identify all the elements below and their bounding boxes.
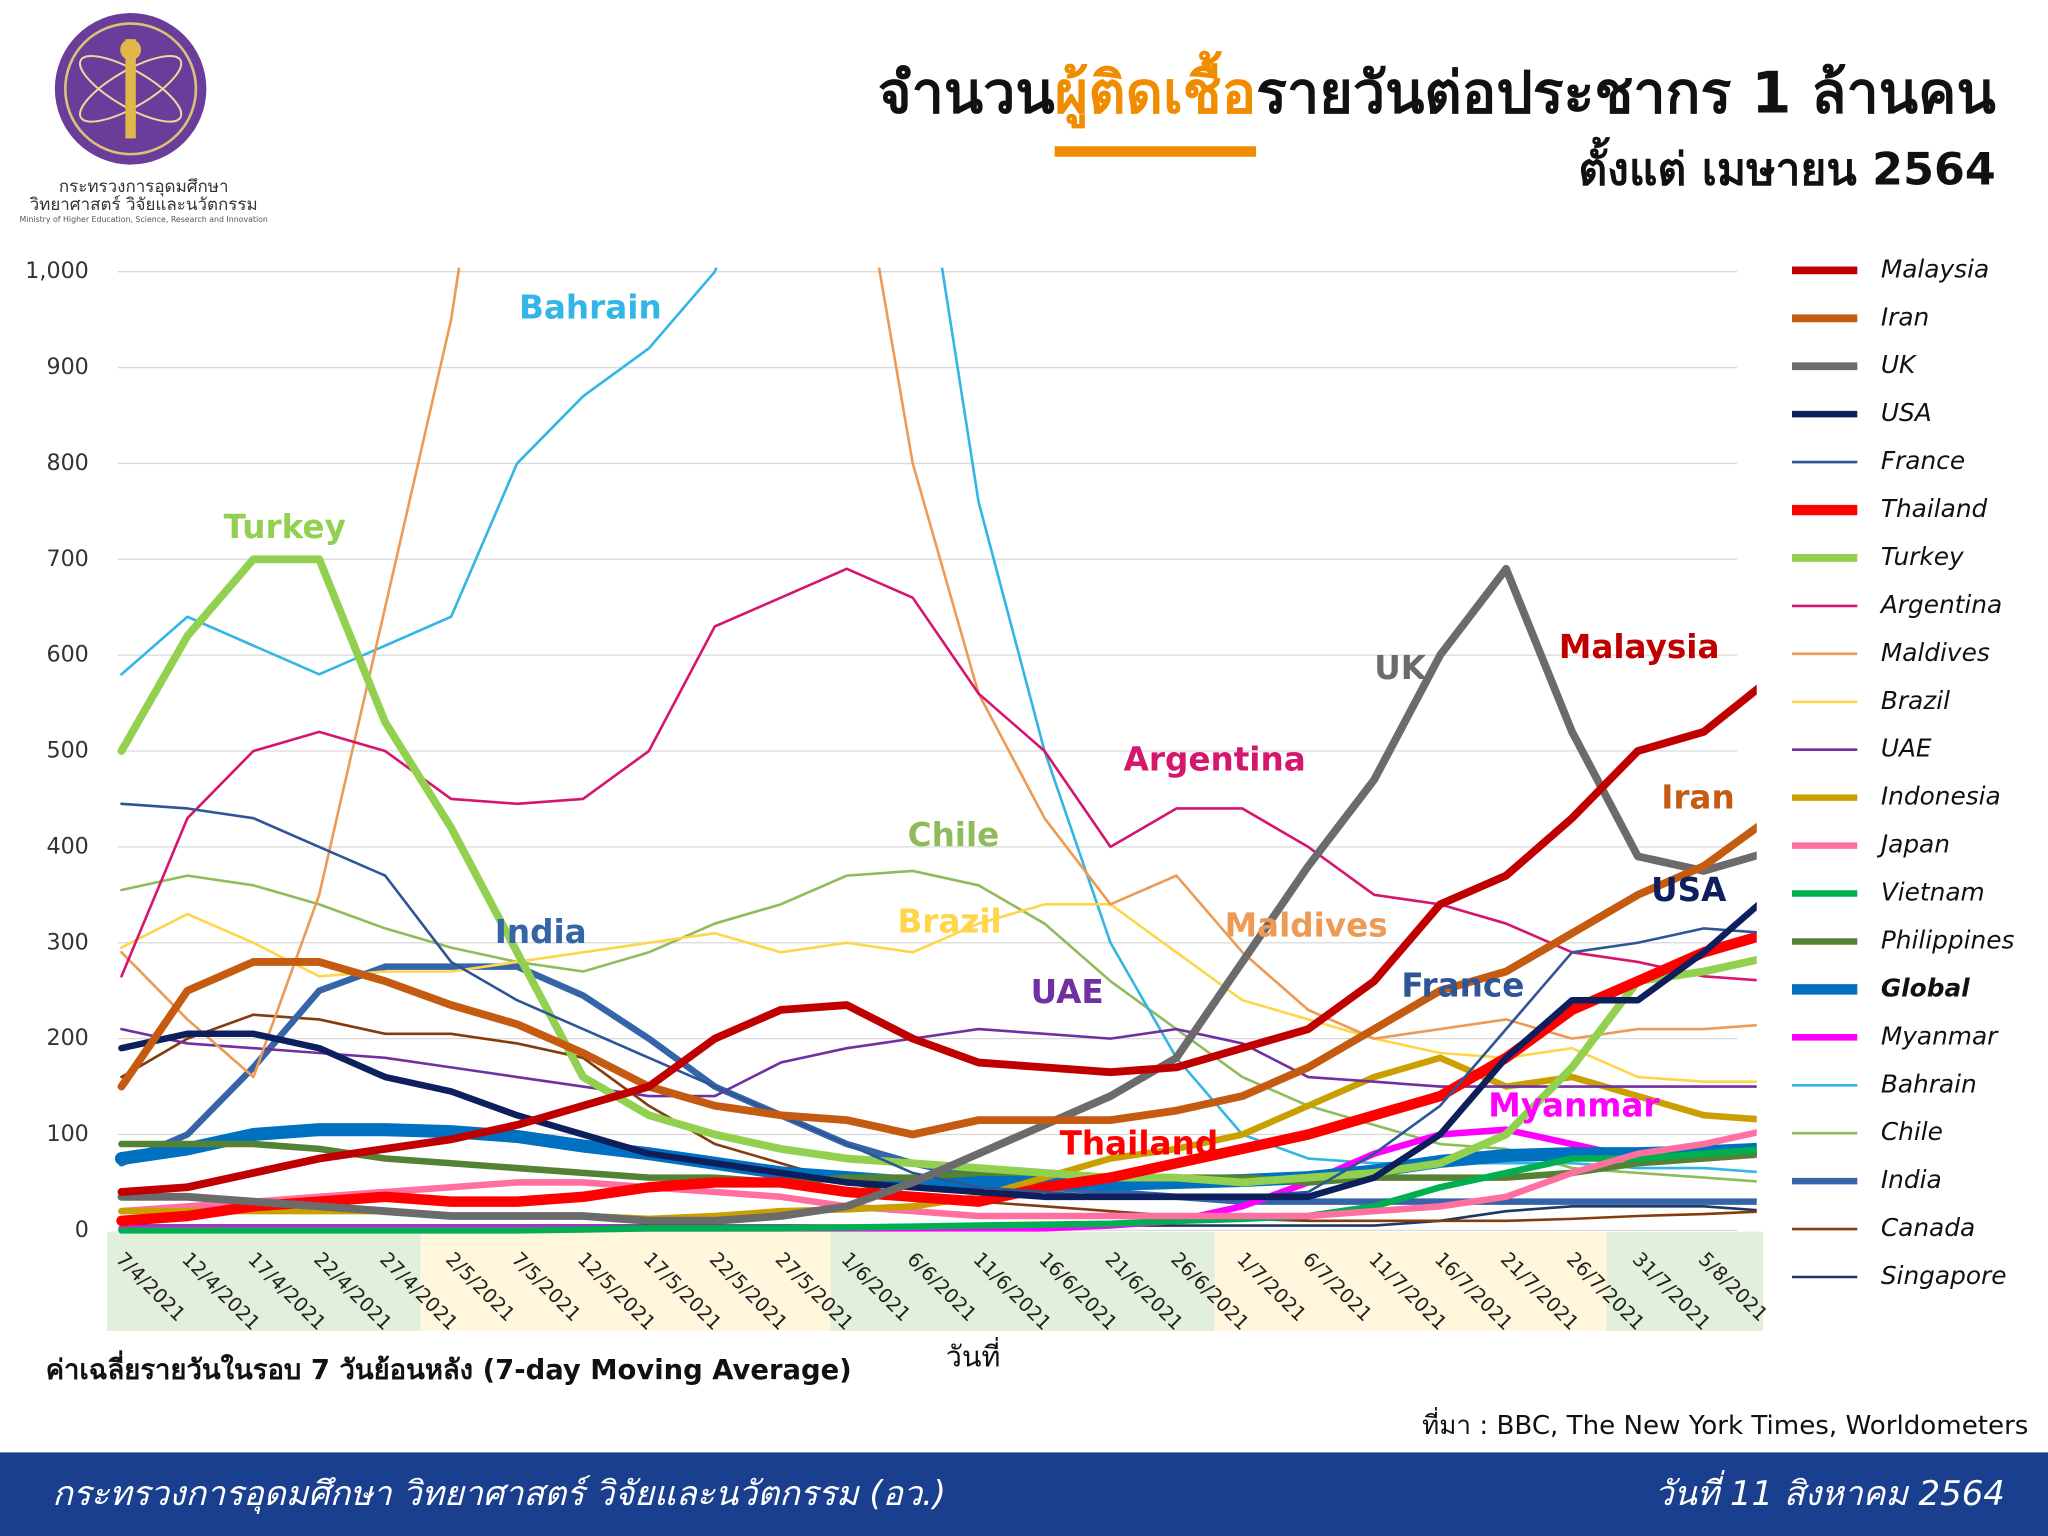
legend-label: Global xyxy=(1881,973,1970,1002)
series-line xyxy=(120,1027,1757,1098)
series-line xyxy=(118,1129,1757,1220)
series-label: Myanmar xyxy=(1488,1087,1659,1125)
legend-label: UK xyxy=(1881,350,1917,379)
chart-title: จำนวนผู้ติดเชื้อรายวันต่อประชากร 1 ล้านค… xyxy=(878,50,1996,128)
logo xyxy=(54,13,207,165)
x-axis-label: วันที่ xyxy=(946,1336,1001,1373)
title-highlight: ผู้ติดเชื้อ xyxy=(1055,50,1256,128)
logo-text: วิทยาศาสตร์ วิจัยและนวัตกรรม xyxy=(29,195,258,215)
series-line xyxy=(117,822,1757,1139)
y-tick-label: 300 xyxy=(46,929,88,955)
series-label: Maldives xyxy=(1225,906,1388,944)
y-tick-label: 100 xyxy=(46,1121,88,1147)
legend-label: France xyxy=(1881,446,1965,475)
series-label: UK xyxy=(1374,649,1428,687)
legend-label: Singapore xyxy=(1881,1261,2007,1290)
series-line xyxy=(117,684,1757,1196)
series-line xyxy=(120,903,1757,1084)
series-label: Bahrain xyxy=(519,289,662,327)
legend-label: Canada xyxy=(1881,1213,1975,1242)
legend-label: USA xyxy=(1881,398,1932,427)
series-line xyxy=(120,802,1757,1199)
note: ค่าเฉลี่ยรายวันในรอบ 7 วันย้อนหลัง (7-da… xyxy=(46,1350,852,1386)
y-tick-label: 900 xyxy=(46,354,88,380)
series-label: Malaysia xyxy=(1559,628,1720,666)
y-tick-label: 800 xyxy=(46,450,88,476)
series-line xyxy=(114,1123,1757,1191)
plot-area xyxy=(114,267,1757,1234)
series-line xyxy=(120,869,1757,1183)
legend-label: Brazil xyxy=(1881,686,1950,715)
series-line xyxy=(120,267,1757,1079)
series-label: India xyxy=(495,913,587,951)
legend-label: Iran xyxy=(1881,302,1929,331)
series-line xyxy=(118,1146,1757,1234)
legend-label: Indonesia xyxy=(1881,782,2001,811)
series-line xyxy=(120,567,1757,982)
series-line xyxy=(120,267,1757,1174)
legend-label: Japan xyxy=(1876,830,1950,859)
series-line xyxy=(117,564,1757,1225)
series-label: Thailand xyxy=(1060,1124,1219,1162)
legend-label: Myanmar xyxy=(1881,1021,1999,1050)
logo-text: กระทรวงการอุดมศึกษา xyxy=(59,177,229,197)
legend-label: Philippines xyxy=(1881,925,2015,954)
footer-text: กระทรวงการอุดมศึกษา วิทยาศาสตร์ วิจัยและ… xyxy=(52,1474,946,1514)
legend-label: Vietnam xyxy=(1881,878,1985,907)
legend: Malaysia Iran UK USA France Thailand Turkey Arg… xyxy=(1791,254,2015,1290)
legend-label: Bahrain xyxy=(1881,1069,1977,1098)
y-tick-label: 200 xyxy=(46,1025,88,1051)
y-tick-label: 700 xyxy=(46,546,88,572)
source: ที่มา : BBC, The New York Times, Worldom… xyxy=(1422,1407,2028,1441)
y-tick-label: 0 xyxy=(75,1217,89,1243)
series-line xyxy=(118,901,1757,1201)
legend-label: Maldives xyxy=(1881,638,1990,667)
legend-label: Turkey xyxy=(1881,542,1964,571)
series-label: Chile xyxy=(908,816,1000,854)
chart-subtitle: ตั้งแต่ เมษายน 2564 xyxy=(1578,136,1995,195)
series-label: Iran xyxy=(1661,778,1735,816)
series-line xyxy=(116,931,1757,1227)
legend-label: Thailand xyxy=(1881,494,1988,523)
footer-bar xyxy=(0,1452,2048,1536)
series-label: Brazil xyxy=(897,902,1001,940)
y-tick-label: 400 xyxy=(46,833,88,859)
title-part: รายวันต่อประชากร 1 ล้านคน xyxy=(1256,59,1996,126)
series-label: Argentina xyxy=(1124,740,1306,778)
y-tick-label: 500 xyxy=(46,738,88,764)
title-part: จำนวน xyxy=(878,59,1055,126)
title-underline xyxy=(1054,146,1257,157)
logo-text: Ministry of Higher Education, Science, R… xyxy=(19,215,267,224)
series-label: France xyxy=(1401,966,1524,1004)
legend-label: UAE xyxy=(1881,734,1932,763)
series-label: Turkey xyxy=(224,508,346,546)
footer-date: วันที่ 11 สิงหาคม 2564 xyxy=(1655,1470,2005,1514)
legend-label: Chile xyxy=(1881,1117,1943,1146)
x-label-bands xyxy=(107,1231,1764,1331)
y-tick-label: 600 xyxy=(46,642,88,668)
legend-label: India xyxy=(1881,1165,1942,1194)
legend-label: Malaysia xyxy=(1881,254,1989,283)
legend-label: Argentina xyxy=(1879,590,2002,619)
series-label: UAE xyxy=(1031,973,1104,1011)
series-labels: Malaysia Iran UK USA France Thailand Turkey Arg… xyxy=(224,289,1735,1163)
y-tick-label: 1,000 xyxy=(25,258,89,284)
series-label: USA xyxy=(1651,871,1727,909)
